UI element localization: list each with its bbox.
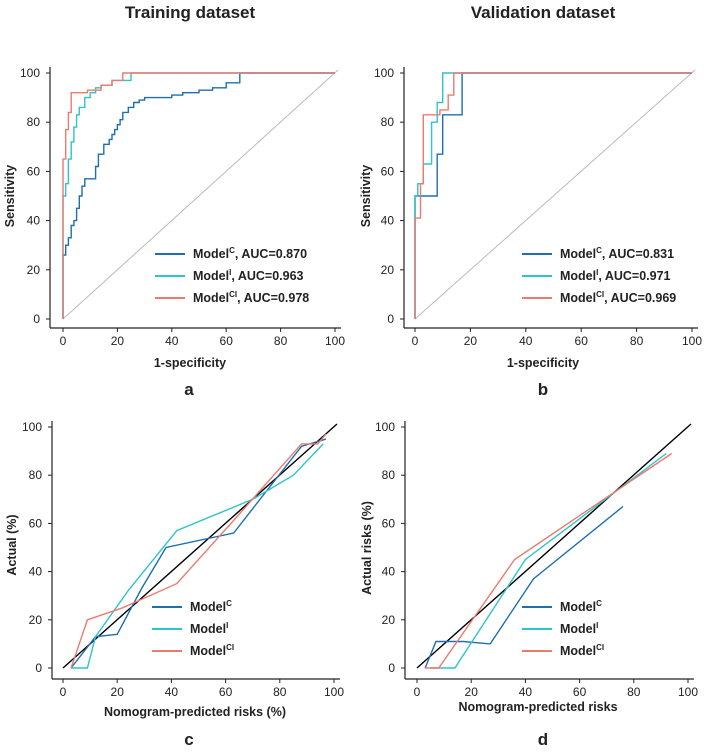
legend-entry-model-ci: ModelCI, AUC=0.969 — [560, 290, 676, 305]
reference-line — [416, 423, 692, 669]
panel-label: a — [184, 380, 194, 399]
x-tick-label: 0 — [412, 334, 419, 348]
x-tick-label: 80 — [274, 334, 288, 348]
legend: ModelC, AUC=0.870 ModelI, AUC=0.963 ModelC… — [155, 246, 309, 305]
chart-panel-a: Training dataset 0 20 40 60 80 100 0 20 40 60 80 100… — [3, 3, 345, 399]
x-tick-label: 80 — [627, 685, 641, 699]
reference-line — [62, 423, 338, 669]
x-axis-label: 1-specificity — [154, 356, 226, 370]
series-line-model-c — [62, 72, 335, 319]
y-tick-label: 0 — [35, 661, 42, 675]
x-tick-label: 40 — [165, 334, 179, 348]
y-tick-label: 0 — [387, 312, 394, 326]
y-tick-label: 80 — [27, 115, 41, 129]
x-tick-label: 40 — [519, 334, 533, 348]
x-tick-label: 100 — [682, 334, 702, 348]
y-tick-label: 80 — [382, 468, 396, 482]
x-tick-label: 60 — [219, 685, 233, 699]
legend-entry-model-c: ModelC, AUC=0.831 — [560, 246, 674, 261]
x-tick-label: 60 — [220, 334, 234, 348]
y-tick-label: 40 — [381, 214, 395, 228]
y-axis-label: Actual risks (%) — [360, 501, 374, 595]
x-tick-label: 20 — [465, 685, 479, 699]
series-line-model-ci — [425, 452, 673, 669]
legend: ModelC ModelI ModelCI — [152, 599, 234, 658]
y-tick-label: 20 — [27, 263, 41, 277]
series-line-model-c — [414, 72, 692, 319]
x-tick-label: 20 — [111, 334, 125, 348]
legend: ModelC, AUC=0.831 ModelI, AUC=0.971 ModelC… — [522, 246, 676, 305]
x-tick-label: 80 — [273, 685, 287, 699]
legend-entry-model-ci: ModelCI — [190, 643, 234, 658]
panel-label: c — [184, 730, 193, 749]
y-tick-label: 100 — [374, 66, 394, 80]
x-tick-label: 0 — [60, 334, 67, 348]
y-axis-label: Sensitivity — [3, 165, 17, 228]
x-tick-label: 60 — [573, 685, 587, 699]
legend: ModelC ModelI ModelCI — [522, 599, 604, 658]
panel-label: d — [538, 730, 548, 749]
x-tick-label: 60 — [575, 334, 589, 348]
series-line-model-i — [430, 452, 667, 669]
x-axis-label: Nomogram-predicted risks — [458, 700, 617, 714]
chart-title: Training dataset — [125, 3, 256, 22]
y-tick-label: 60 — [382, 516, 396, 530]
chart-title: Validation dataset — [471, 3, 616, 22]
x-tick-label: 20 — [111, 685, 125, 699]
y-tick-label: 60 — [29, 516, 43, 530]
y-tick-label: 100 — [22, 420, 42, 434]
series-line-model-i — [71, 443, 324, 669]
x-tick-label: 40 — [165, 685, 179, 699]
y-tick-label: 40 — [29, 565, 43, 579]
series-line-model-c — [424, 505, 624, 669]
chart-panel-c: 0 20 40 60 80 100 0 20 40 60 80 100 Nomogram-predict… — [5, 420, 344, 749]
chart-panel-b: Validation dataset 0 20 40 60 80 100 0 20 40 60 80 1… — [359, 3, 702, 399]
y-tick-label: 20 — [381, 263, 395, 277]
legend-entry-model-c: ModelC — [560, 599, 602, 614]
series-line-model-ci — [70, 433, 327, 669]
y-tick-label: 40 — [27, 214, 41, 228]
reference-line — [62, 69, 339, 320]
series-line-model-i — [414, 72, 692, 319]
y-tick-label: 80 — [29, 468, 43, 482]
y-tick-label: 20 — [382, 613, 396, 627]
legend-entry-model-ci: ModelCI, AUC=0.978 — [193, 290, 309, 305]
x-tick-label: 100 — [325, 334, 345, 348]
legend-entry-model-i: ModelI — [190, 621, 228, 636]
x-tick-label: 80 — [630, 334, 644, 348]
x-tick-label: 0 — [414, 685, 421, 699]
legend-entry-model-c: ModelC — [190, 599, 232, 614]
y-tick-label: 100 — [375, 420, 395, 434]
y-tick-label: 20 — [29, 613, 43, 627]
panel-label: b — [538, 380, 548, 399]
y-tick-label: 60 — [27, 164, 41, 178]
x-axis-label: 1-specificity — [507, 356, 579, 370]
legend-entry-model-i: ModelI, AUC=0.963 — [193, 268, 304, 283]
reference-line — [414, 69, 696, 320]
series-line-model-c — [70, 438, 327, 669]
chart-panel-d: 0 20 40 60 80 100 0 20 40 60 80 100 Nomogram-predict… — [360, 420, 698, 749]
legend-entry-model-i: ModelI — [560, 621, 598, 636]
y-tick-label: 0 — [388, 661, 395, 675]
legend-entry-model-i: ModelI, AUC=0.971 — [560, 268, 671, 283]
y-tick-label: 60 — [381, 164, 395, 178]
x-tick-label: 20 — [464, 334, 478, 348]
x-axis-label: Nomogram-predicted risks (%) — [104, 705, 286, 719]
y-axis-label: Actual (%) — [5, 514, 19, 575]
legend-entry-model-ci: ModelCI — [560, 643, 604, 658]
x-tick-label: 100 — [324, 685, 344, 699]
y-tick-label: 40 — [382, 565, 396, 579]
y-tick-label: 0 — [33, 312, 40, 326]
y-tick-label: 100 — [20, 66, 40, 80]
x-tick-label: 40 — [519, 685, 533, 699]
y-tick-label: 80 — [381, 115, 395, 129]
y-axis-label: Sensitivity — [359, 165, 373, 228]
legend-entry-model-c: ModelC, AUC=0.870 — [193, 246, 307, 261]
x-tick-label: 100 — [678, 685, 698, 699]
series-line-model-ci — [414, 72, 692, 319]
series-line-model-ci — [62, 72, 335, 319]
x-tick-label: 0 — [60, 685, 67, 699]
